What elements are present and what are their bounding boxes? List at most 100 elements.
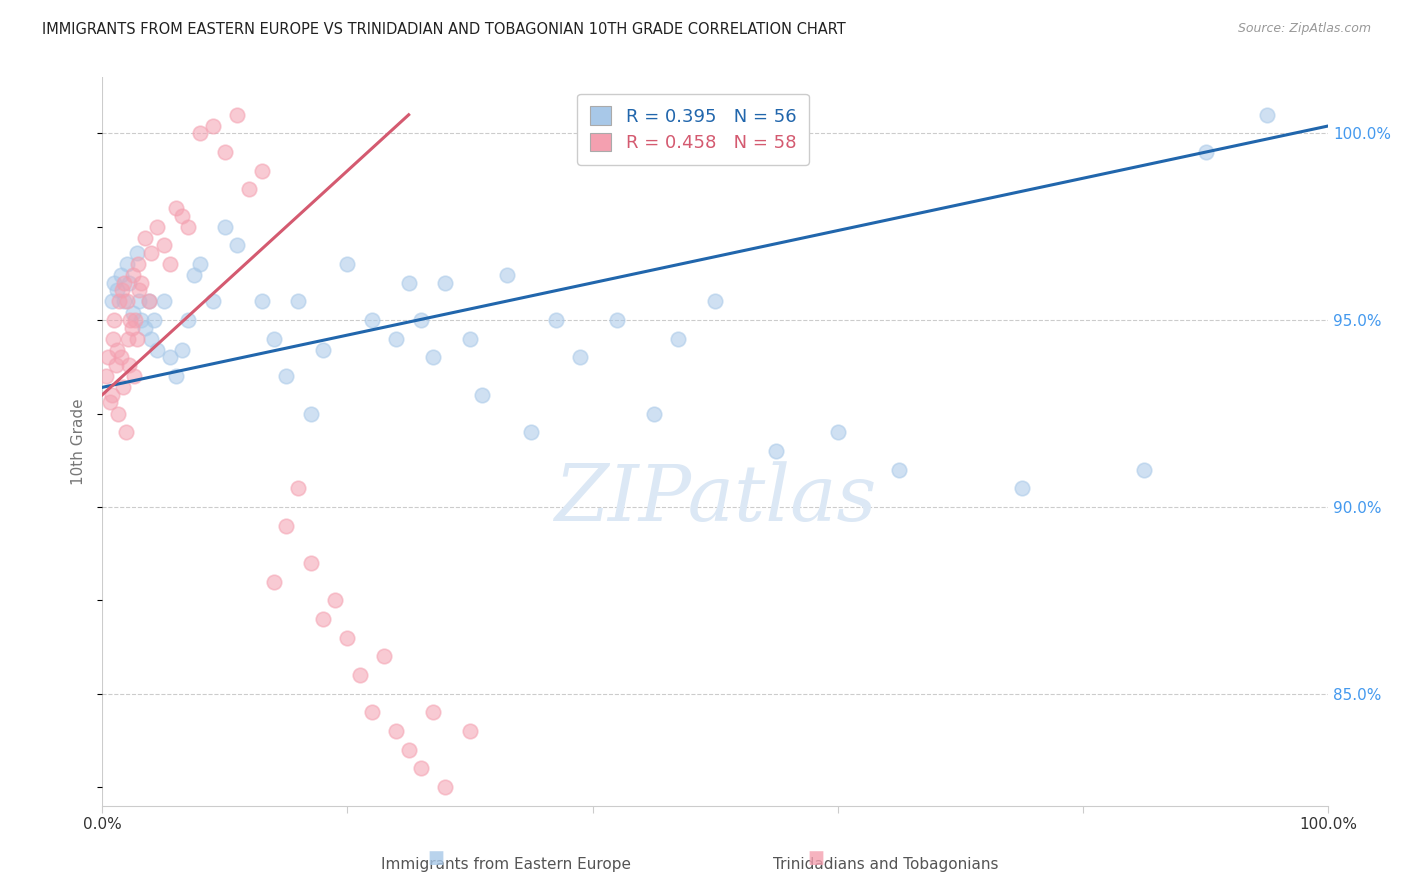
Point — [146, 219, 169, 234]
Point — [422, 705, 444, 719]
Point — [115, 257, 138, 271]
Point — [110, 268, 132, 283]
Point — [117, 332, 139, 346]
Point — [141, 246, 163, 260]
Point — [118, 358, 141, 372]
Point — [214, 145, 236, 160]
Point — [201, 294, 224, 309]
Point — [361, 705, 384, 719]
Point — [170, 209, 193, 223]
Point — [299, 556, 322, 570]
Point — [827, 425, 849, 440]
Point — [668, 332, 690, 346]
Point — [122, 369, 145, 384]
Point — [112, 276, 135, 290]
Point — [103, 332, 125, 346]
Point — [107, 407, 129, 421]
Point — [385, 723, 408, 738]
Point — [201, 119, 224, 133]
Point — [606, 313, 628, 327]
Point — [170, 343, 193, 357]
Point — [336, 631, 359, 645]
Point — [134, 320, 156, 334]
Point — [385, 332, 408, 346]
Point — [152, 238, 174, 252]
Point — [125, 332, 148, 346]
Point — [177, 313, 200, 327]
Point — [105, 283, 128, 297]
Point — [165, 369, 187, 384]
Point — [471, 388, 494, 402]
Point — [101, 294, 124, 309]
Point — [349, 668, 371, 682]
Point — [125, 246, 148, 260]
Point — [124, 313, 146, 327]
Point — [131, 313, 153, 327]
Point — [263, 574, 285, 589]
Point — [250, 163, 273, 178]
Text: Trinidadians and Tobagonians: Trinidadians and Tobagonians — [773, 857, 998, 872]
Point — [1011, 481, 1033, 495]
Point — [434, 780, 457, 794]
Text: ZIPatlas: ZIPatlas — [554, 462, 876, 538]
Point — [312, 612, 335, 626]
Point — [134, 231, 156, 245]
Point — [495, 268, 517, 283]
Point — [128, 294, 150, 309]
Point — [114, 425, 136, 440]
Point — [361, 313, 384, 327]
Point — [177, 219, 200, 234]
Point — [544, 313, 567, 327]
Point — [263, 332, 285, 346]
Text: Source: ZipAtlas.com: Source: ZipAtlas.com — [1237, 22, 1371, 36]
Point — [121, 268, 143, 283]
Point — [704, 294, 727, 309]
Point — [105, 343, 128, 357]
Point — [104, 358, 127, 372]
Point — [103, 276, 125, 290]
Point — [146, 343, 169, 357]
Point — [434, 276, 457, 290]
Point — [643, 407, 665, 421]
Point — [274, 518, 297, 533]
Point — [274, 369, 297, 384]
Point — [108, 294, 131, 309]
Point — [312, 343, 335, 357]
Point — [336, 257, 359, 271]
Text: ■: ■ — [807, 849, 824, 867]
Point — [121, 320, 143, 334]
Text: Immigrants from Eastern Europe: Immigrants from Eastern Europe — [381, 857, 631, 872]
Point — [103, 313, 125, 327]
Point — [97, 351, 120, 365]
Point — [115, 294, 138, 309]
Point — [398, 742, 420, 756]
Point — [159, 351, 181, 365]
Point — [765, 443, 787, 458]
Point — [1256, 108, 1278, 122]
Point — [887, 462, 910, 476]
Point — [569, 351, 592, 365]
Point — [165, 201, 187, 215]
Point — [110, 351, 132, 365]
Point — [101, 388, 124, 402]
Point — [131, 276, 153, 290]
Point — [287, 294, 309, 309]
Point — [226, 238, 249, 252]
Point — [141, 332, 163, 346]
Point — [226, 108, 249, 122]
Point — [152, 294, 174, 309]
Point — [409, 313, 432, 327]
Point — [118, 276, 141, 290]
Point — [250, 294, 273, 309]
Point — [188, 257, 211, 271]
Point — [183, 268, 205, 283]
Point — [120, 313, 142, 327]
Point — [373, 649, 395, 664]
Point — [323, 593, 346, 607]
Point — [398, 276, 420, 290]
Point — [214, 219, 236, 234]
Point — [138, 294, 160, 309]
Point — [409, 761, 432, 775]
Point — [1194, 145, 1216, 160]
Point — [188, 127, 211, 141]
